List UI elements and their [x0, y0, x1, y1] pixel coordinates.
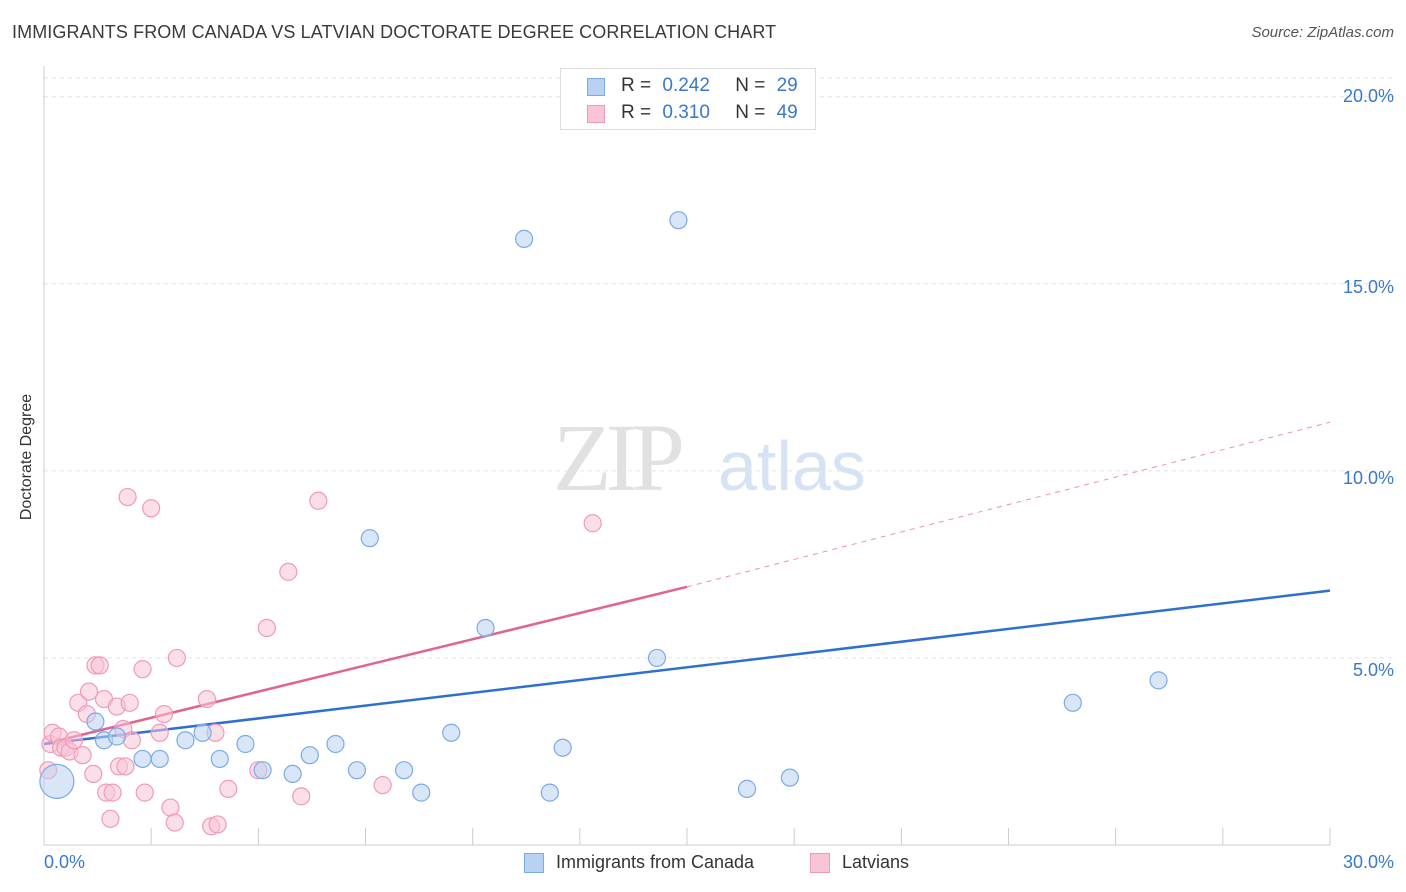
- data-point-latvians: [219, 779, 238, 798]
- watermark-zip: ZIP: [553, 404, 682, 511]
- data-point-latvians: [120, 693, 139, 712]
- trend-line-latvians-extension: [686, 421, 1331, 588]
- data-point-canada: [347, 761, 367, 780]
- data-point-canada: [210, 749, 229, 769]
- data-point-latvians: [64, 731, 84, 750]
- data-point-canada: [553, 738, 572, 757]
- data-point-canada: [647, 648, 667, 668]
- data-point-latvians: [165, 813, 184, 832]
- data-point-canada: [326, 734, 345, 754]
- data-point-canada: [780, 768, 799, 787]
- data-point-latvians: [161, 798, 180, 817]
- data-point-latvians: [84, 764, 103, 784]
- data-point-canada: [394, 761, 414, 780]
- data-point-latvians: [79, 682, 99, 701]
- trend-line-canada: [43, 589, 1331, 746]
- y-tick-label-15: 15.0%: [1342, 277, 1394, 297]
- data-point-canada: [107, 727, 126, 746]
- data-point-latvians: [257, 618, 277, 638]
- y-tick-label-5: 5.0%: [1352, 660, 1394, 680]
- data-point-canada: [236, 734, 255, 754]
- data-point-latvians: [73, 746, 92, 765]
- data-point-canada: [283, 764, 302, 784]
- source-label: Source: ZipAtlas.com: [1251, 24, 1394, 41]
- data-point-canada: [193, 723, 212, 742]
- data-point-latvians: [122, 731, 141, 750]
- data-point-canada: [133, 749, 152, 769]
- legend-swatch-canada: [587, 78, 605, 96]
- legend-n-label: N =: [735, 102, 766, 123]
- data-point-latvians: [118, 487, 137, 507]
- x-tick-label-max: 30.0%: [1342, 852, 1394, 872]
- data-point-canada: [669, 211, 688, 230]
- data-point-latvians: [142, 499, 161, 518]
- legend-r-value: 0.310: [662, 102, 710, 123]
- data-point-canada: [150, 749, 169, 769]
- data-point-canada: [1149, 671, 1168, 690]
- data-point-canada: [176, 731, 195, 750]
- legend-r-label: R =: [621, 75, 652, 96]
- trend-line-latvians: [43, 585, 688, 746]
- data-point-latvians: [279, 562, 298, 581]
- legend-n-value: 29: [776, 75, 798, 96]
- data-point-latvians: [373, 776, 392, 795]
- data-point-latvians: [154, 704, 174, 724]
- data-point-latvians: [583, 514, 602, 533]
- stats-legend: R = 0.242 N = 29 R = 0.310 N = 49: [560, 68, 816, 130]
- legend-r-label: R =: [621, 102, 652, 123]
- series-swatch-latvians: [810, 852, 830, 873]
- legend-swatch-latvians: [587, 105, 605, 123]
- data-point-latvians: [135, 783, 154, 802]
- data-point-latvians: [208, 815, 227, 834]
- y-tick-label-20: 20.0%: [1342, 86, 1394, 106]
- x-tick-label-min: 0.0%: [44, 852, 86, 872]
- data-point-canada: [412, 783, 431, 802]
- data-point-latvians: [167, 648, 186, 668]
- series-swatch-canada: [524, 852, 544, 873]
- data-point-latvians: [197, 689, 216, 709]
- legend-r-value: 0.242: [662, 75, 710, 96]
- y-tick-label-10: 10.0%: [1342, 468, 1394, 488]
- data-point-latvians: [133, 660, 152, 679]
- data-point-canada: [253, 761, 272, 780]
- data-point-canada: [39, 763, 75, 799]
- series-name-latvians: Latvians: [842, 852, 910, 872]
- data-point-canada: [540, 783, 559, 802]
- data-point-latvians: [103, 783, 122, 802]
- data-point-canada: [300, 746, 319, 765]
- series-legend: Immigrants from Canada Latvians: [0, 852, 1406, 878]
- series-legend-latvians: Latvians: [810, 852, 909, 873]
- data-point-latvians: [292, 787, 311, 806]
- chart-title: IMMIGRANTS FROM CANADA VS LATVIAN DOCTOR…: [12, 22, 777, 42]
- series-name-canada: Immigrants from Canada: [556, 852, 755, 872]
- data-point-canada: [86, 712, 105, 731]
- data-point-latvians: [309, 491, 328, 510]
- data-point-latvians: [90, 656, 109, 675]
- series-legend-canada: Immigrants from Canada: [524, 852, 754, 873]
- watermark-atlas: atlas: [718, 427, 866, 505]
- legend-n-value: 49: [776, 102, 798, 123]
- data-point-canada: [515, 229, 534, 248]
- data-point-canada: [360, 529, 379, 548]
- data-point-canada: [1063, 693, 1082, 712]
- data-point-latvians: [101, 809, 120, 828]
- data-point-latvians: [150, 723, 169, 742]
- legend-n-label: N =: [735, 75, 766, 96]
- data-point-latvians: [116, 757, 135, 776]
- data-point-canada: [737, 779, 757, 798]
- data-point-canada: [442, 723, 461, 742]
- data-point-canada: [476, 618, 495, 638]
